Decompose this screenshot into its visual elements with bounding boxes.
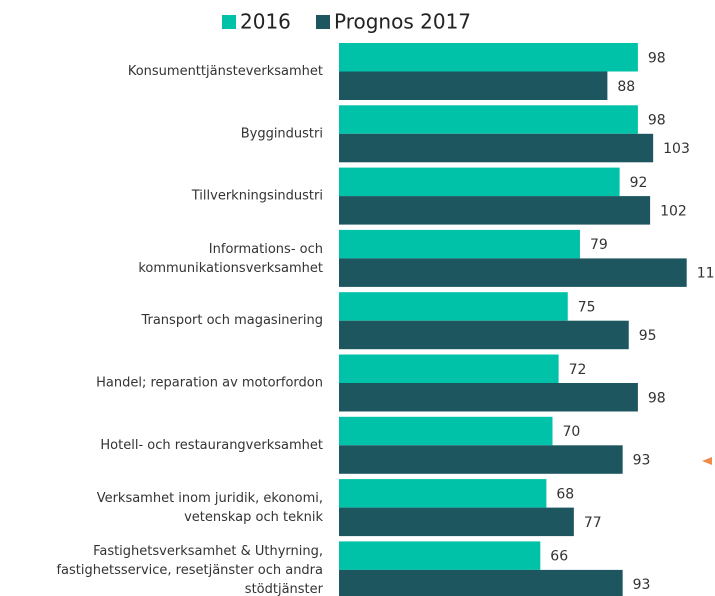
value-label: 98 <box>648 113 666 129</box>
bar <box>339 167 620 197</box>
legend-label: 2016 <box>240 10 291 34</box>
bar <box>339 507 574 537</box>
category-label: Handel; reparation av motorfordon <box>96 376 323 391</box>
marker <box>702 457 712 465</box>
bar <box>339 416 553 446</box>
bar <box>339 229 580 259</box>
value-label: 68 <box>556 486 574 502</box>
bar <box>339 105 638 134</box>
value-label: 77 <box>584 515 602 531</box>
category-label: Informations- och kommunikationsverksamhe… <box>138 241 323 275</box>
bar <box>339 258 687 287</box>
legend-swatch <box>222 15 236 29</box>
bar <box>339 292 568 321</box>
value-label: 92 <box>630 175 648 191</box>
value-label: 93 <box>633 453 651 469</box>
bar <box>339 196 651 225</box>
value-label: 95 <box>639 328 657 344</box>
bar <box>339 541 541 570</box>
category-label: Hotell- och restaurangverksamhet <box>100 438 323 453</box>
category-label: Tillverkningsindustri <box>191 189 323 204</box>
bar <box>339 133 654 163</box>
bar <box>339 43 638 72</box>
category-label: Konsumenttjänsteverksamhet <box>128 64 323 79</box>
bar <box>339 383 638 412</box>
bar <box>339 569 623 596</box>
value-label: 102 <box>660 203 687 219</box>
bar <box>339 445 623 474</box>
value-label: 114 <box>697 266 715 282</box>
legend-swatch <box>316 15 330 29</box>
value-label: 103 <box>663 141 690 157</box>
category-label: Transport och magasinering <box>140 313 323 328</box>
bar <box>339 479 547 508</box>
value-label: 66 <box>550 549 568 565</box>
value-label: 72 <box>569 362 587 378</box>
category-label: Verksamhet inom juridik, ekonomi, vetensk… <box>97 491 324 525</box>
value-label: 70 <box>563 424 581 440</box>
value-label: 98 <box>648 390 666 406</box>
value-label: 79 <box>590 237 608 253</box>
bar <box>339 354 559 383</box>
value-label: 93 <box>633 577 651 593</box>
legend-label: Prognos 2017 <box>334 10 471 34</box>
category-label: Byggindustri <box>241 126 323 141</box>
value-label: 88 <box>617 79 635 95</box>
bar <box>339 71 608 100</box>
value-label: 98 <box>648 50 666 66</box>
value-label: 75 <box>578 299 596 315</box>
bar <box>339 320 629 350</box>
category-label: Fastighetsverksamhet & Uthyrning, fastigh… <box>56 543 323 596</box>
